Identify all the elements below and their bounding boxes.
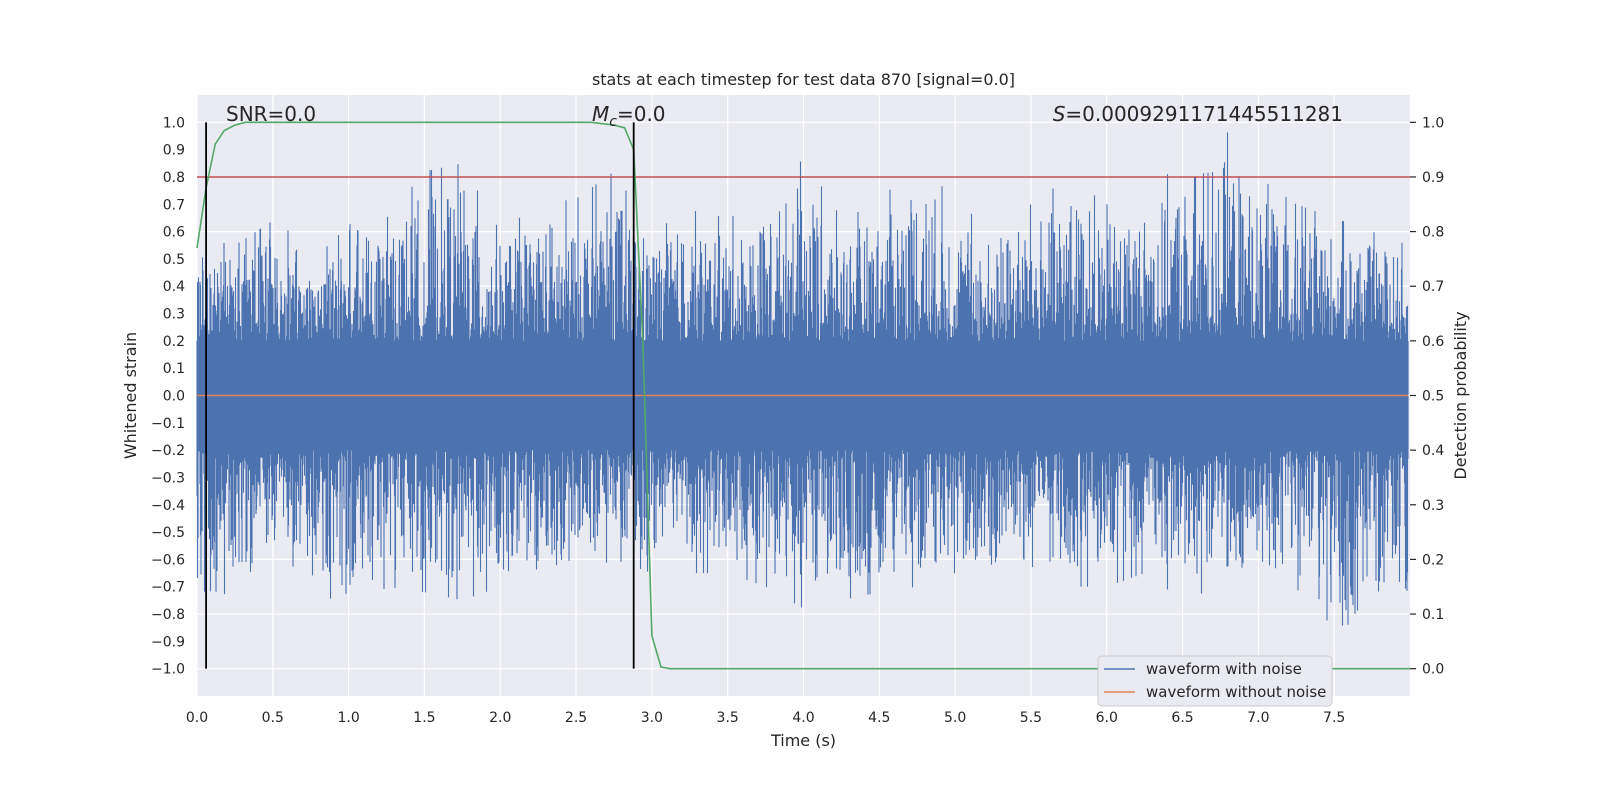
y-tick-label: 0.5 (163, 252, 185, 268)
y2-tick-label: 1.0 (1422, 115, 1444, 131)
y-tick-label: −1.0 (151, 662, 185, 678)
x-tick-label: 5.5 (1020, 710, 1042, 726)
y2-tick-label: 0.6 (1422, 334, 1444, 350)
y-tick-label: −0.8 (151, 607, 185, 623)
x-tick-label: 2.5 (565, 710, 587, 726)
y-tick-label: −0.5 (151, 525, 185, 541)
y2-tick-label: 0.9 (1422, 170, 1444, 186)
y2-tick-label: 0.8 (1422, 225, 1444, 241)
y-axis-label: Whitened strain (121, 332, 140, 459)
y2-axis-ticks: 1.0 0.9 0.8 0.7 0.6 0.5 0.4 0.3 0.2 0.1 0.0 (1410, 115, 1444, 678)
x-tick-label: 3.5 (717, 710, 739, 726)
y-tick-label: −0.4 (151, 498, 185, 514)
y-tick-label: −0.2 (151, 443, 185, 459)
legend-box (1097, 655, 1333, 707)
y-tick-label: 0.3 (163, 307, 185, 323)
y-tick-label: 1.0 (163, 115, 185, 131)
y2-tick-label: 0.4 (1422, 443, 1444, 459)
x-tick-label: 1.0 (337, 710, 359, 726)
snr-annotation: SNR=0.0 (226, 102, 316, 126)
x-axis-ticks: 0.0 0.5 1.0 1.5 2.0 2.5 3.0 3.5 4.0 4.5 5.0 5.5 6.0 6… (186, 710, 1345, 726)
y-tick-label: 0.2 (163, 334, 185, 350)
x-tick-label: 2.0 (489, 710, 511, 726)
mc-subscript: c (609, 114, 617, 130)
chart-title: stats at each timestep for test data 870… (592, 70, 1015, 89)
y-tick-label: 0.7 (163, 197, 185, 213)
y-tick-label: −0.6 (151, 552, 185, 568)
y-tick-label: −0.3 (151, 470, 185, 486)
x-tick-label: 7.5 (1323, 710, 1345, 726)
y-tick-label: −0.7 (151, 580, 185, 596)
y-tick-label: −0.1 (151, 416, 185, 432)
y2-tick-label: 0.3 (1422, 498, 1444, 514)
y-tick-label: 0.9 (163, 143, 185, 159)
y-tick-label: 0.8 (163, 170, 185, 186)
x-axis-label: Time (s) (770, 731, 836, 750)
x-tick-label: 3.0 (641, 710, 663, 726)
s-symbol: S (1053, 102, 1066, 126)
y2-tick-label: 0.2 (1422, 552, 1444, 568)
legend-label-noise: waveform with noise (1146, 660, 1302, 678)
y-tick-label: 0.1 (163, 361, 185, 377)
x-tick-label: 1.5 (413, 710, 435, 726)
mc-value: =0.0 (617, 102, 666, 126)
s-value: =0.0009291171445511281 (1065, 102, 1343, 126)
y-tick-label: 0.0 (163, 389, 185, 405)
x-tick-label: 7.0 (1247, 710, 1269, 726)
mc-symbol: M (592, 102, 609, 126)
y2-axis-label: Detection probability (1451, 311, 1470, 479)
event-markers (205, 122, 635, 669)
y2-tick-label: 0.5 (1422, 389, 1444, 405)
y2-tick-label: 0.7 (1422, 279, 1444, 295)
score-annotation: S=0.0009291171445511281 (1053, 102, 1343, 126)
legend: waveform with noise waveform without noi… (1097, 655, 1333, 707)
y-tick-label: −0.9 (151, 634, 185, 650)
x-tick-label: 6.5 (1171, 710, 1193, 726)
y2-tick-label: 0.1 (1422, 607, 1444, 623)
chirp-mass-annotation: Mc=0.0 (592, 102, 666, 130)
legend-label-clean: waveform without noise (1146, 683, 1326, 701)
y-axis-ticks: 1.0 0.9 0.8 0.7 0.6 0.5 0.4 0.3 0.2 0.1 0.0 −0.1 −0.… (151, 115, 185, 677)
y-tick-label: 0.4 (163, 279, 185, 295)
x-tick-label: 4.0 (792, 710, 814, 726)
y-tick-label: 0.6 (163, 225, 185, 241)
x-tick-label: 4.5 (868, 710, 890, 726)
x-tick-label: 0.0 (186, 710, 208, 726)
x-tick-label: 6.0 (1096, 710, 1118, 726)
y2-tick-label: 0.0 (1422, 662, 1444, 678)
x-tick-label: 0.5 (262, 710, 284, 726)
detection-probability-line (196, 121, 1410, 670)
x-tick-label: 5.0 (944, 710, 966, 726)
